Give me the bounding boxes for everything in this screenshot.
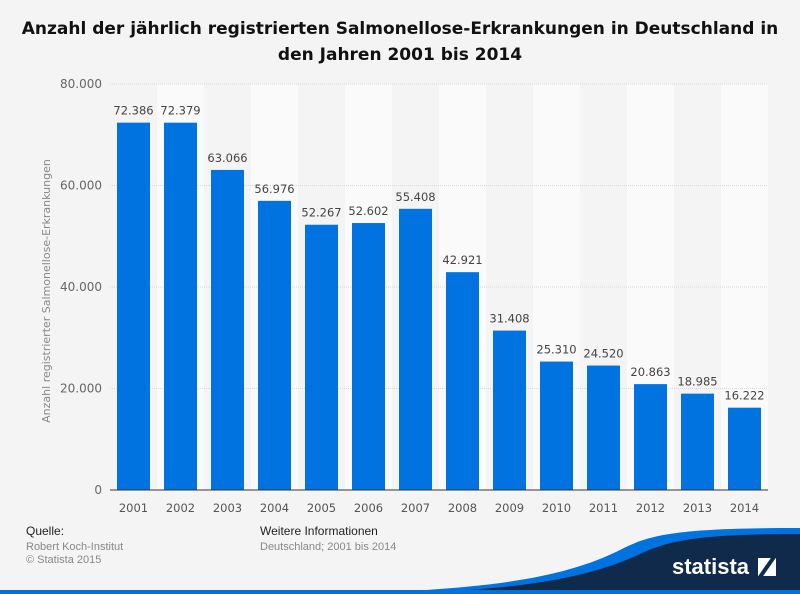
bar-2007 — [399, 208, 432, 491]
x-tick-label: 2012 — [636, 501, 665, 515]
x-tick-label: 2001 — [119, 501, 148, 515]
y-tick-label: 60.000 — [60, 179, 102, 193]
bar-chart: 0 20.000 40.000 60.000 80.000 72.386 2001 72.37… — [40, 77, 768, 515]
bar-2011 — [587, 365, 620, 490]
bar-2001 — [117, 122, 150, 490]
data-label: 20.863 — [630, 365, 670, 379]
x-tick-label: 2008 — [448, 501, 477, 515]
chart-title: Anzahl der jährlich registrierten Salmon… — [21, 19, 779, 65]
x-tick-label: 2010 — [542, 501, 571, 515]
data-label: 72.386 — [113, 104, 153, 118]
bar-2009 — [493, 330, 526, 490]
x-tick-label: 2011 — [589, 501, 618, 515]
bar-2006 — [352, 223, 385, 490]
data-label: 25.310 — [536, 343, 576, 357]
x-tick-label: 2006 — [354, 501, 383, 515]
data-label: 42.921 — [442, 253, 482, 267]
copyright-text: © Statista 2015 — [26, 554, 102, 566]
bar-2012 — [634, 384, 667, 490]
bar-2004 — [258, 200, 291, 490]
footer-band — [0, 528, 800, 594]
bar-2014 — [728, 407, 761, 490]
x-tick-label: 2009 — [495, 501, 524, 515]
statista-logo-icon — [758, 558, 777, 576]
x-tick-label: 2013 — [683, 501, 712, 515]
data-label: 52.602 — [348, 204, 388, 218]
x-tick-label: 2007 — [401, 501, 430, 515]
bar-2010 — [540, 361, 573, 490]
data-label: 55.408 — [395, 190, 435, 204]
y-tick-label: 80.000 — [60, 77, 102, 91]
data-label: 72.379 — [160, 104, 200, 118]
data-label: 52.267 — [301, 206, 341, 220]
bar-2003 — [211, 169, 244, 490]
y-tick-label: 0 — [94, 483, 102, 497]
x-tick-label: 2005 — [307, 501, 336, 515]
data-label: 24.520 — [583, 347, 623, 361]
statista-logo[interactable]: statista — [672, 554, 777, 580]
y-tick-label: 40.000 — [60, 280, 102, 294]
x-tick-label: 2003 — [213, 501, 242, 515]
bar-2005 — [305, 224, 338, 490]
x-tick-label: 2014 — [730, 501, 759, 515]
x-tick-label: 2002 — [166, 501, 195, 515]
data-label: 18.985 — [677, 375, 717, 389]
source-label: Quelle: — [26, 524, 65, 538]
x-tick-label: 2004 — [260, 501, 289, 515]
data-label: 63.066 — [207, 151, 247, 165]
data-label: 56.976 — [254, 182, 294, 196]
y-axis-label: Anzahl registrierter Salmonellose-Erkran… — [40, 159, 53, 423]
data-label: 31.408 — [489, 312, 529, 326]
data-label: 16.222 — [724, 389, 764, 403]
y-tick-label: 20.000 — [60, 382, 102, 396]
bar-2008 — [446, 272, 479, 490]
source-text[interactable]: Robert Koch-Institut — [26, 541, 124, 553]
logo-text: statista — [672, 554, 750, 579]
bar-2013 — [681, 393, 714, 490]
info-label[interactable]: Weitere Informationen — [260, 524, 378, 538]
info-text: Deutschland; 2001 bis 2014 — [260, 541, 397, 553]
bar-2002 — [164, 122, 197, 490]
